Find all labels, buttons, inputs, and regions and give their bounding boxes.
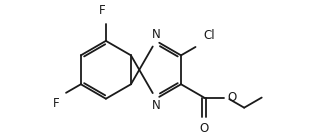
Text: F: F xyxy=(53,97,60,110)
Text: F: F xyxy=(99,4,105,17)
Text: N: N xyxy=(152,28,160,41)
Text: O: O xyxy=(199,122,209,135)
Text: Cl: Cl xyxy=(203,30,214,43)
Text: O: O xyxy=(228,91,237,104)
Text: N: N xyxy=(152,99,160,112)
